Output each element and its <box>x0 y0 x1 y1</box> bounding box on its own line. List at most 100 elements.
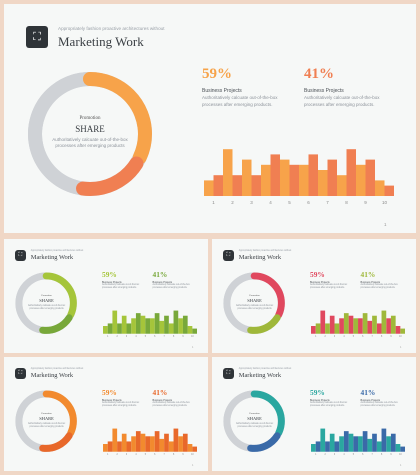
bar-s1-8 <box>376 441 382 453</box>
page-title: Marketing Work <box>238 253 282 261</box>
bar-s2-1 <box>107 441 113 453</box>
stat-1-desc: Authoritatively calcuate out-of-the-box … <box>310 284 348 290</box>
bar-s1-2 <box>320 310 326 335</box>
stat-1-title: Business Projects <box>102 398 122 402</box>
bar-s1-3 <box>121 316 127 335</box>
bar-s2-3 <box>334 323 340 335</box>
page-number: 1 <box>192 464 194 467</box>
bar-s2-10 <box>400 446 406 453</box>
tagline: Appropriately fashion proactive architec… <box>30 249 84 252</box>
x-tick-6: 6 <box>362 336 364 339</box>
x-tick-10: 10 <box>399 336 402 339</box>
bar-s2-5 <box>145 436 151 453</box>
x-tick-2: 2 <box>116 454 118 457</box>
stat-1-value: 59% <box>310 387 325 397</box>
x-tick-4: 4 <box>343 454 345 457</box>
bar-s1-6 <box>358 436 363 453</box>
donut-center-desc: Authoritatively calcuate out-of-the-box … <box>27 422 66 428</box>
stat-2-value: 41% <box>152 387 168 397</box>
bar-s1-10 <box>187 326 193 335</box>
slide-thumb-1[interactable]: ⛶ Appropriately fashion proactive archite… <box>4 239 208 353</box>
bar-s1-6 <box>150 436 155 453</box>
bar-s2-4 <box>135 313 141 335</box>
tagline: Appropriately fashion proactive architec… <box>238 249 292 252</box>
stat-1-value: 59% <box>102 387 117 397</box>
x-tick-9: 9 <box>364 200 367 205</box>
stat-2-value: 41% <box>152 269 168 279</box>
bar-s1-5 <box>140 434 146 453</box>
bar-s2-9 <box>182 316 188 335</box>
page-title: Marketing Work <box>30 371 74 379</box>
bar-s1-5 <box>348 316 354 335</box>
bar-s2-5 <box>145 318 151 335</box>
bar-s2-1 <box>315 323 321 335</box>
slide-thumb-3[interactable]: ⛶ Appropriately fashion proactive archite… <box>4 357 208 471</box>
x-tick-5: 5 <box>144 336 146 339</box>
slide-thumb-2[interactable]: ⛶ Appropriately fashion proactive archite… <box>212 239 416 353</box>
bar-s2-7 <box>372 316 377 335</box>
bar-s2-2 <box>325 441 330 453</box>
x-tick-6: 6 <box>307 200 310 205</box>
x-tick-3: 3 <box>125 454 128 457</box>
x-tick-3: 3 <box>250 200 253 205</box>
bar-s2-9 <box>182 434 188 453</box>
bar-s2-8 <box>381 310 387 335</box>
x-tick-7: 7 <box>371 454 373 457</box>
page-number: 1 <box>400 346 402 349</box>
bar-s1-1 <box>103 444 108 453</box>
x-tick-4: 4 <box>269 200 272 205</box>
logo-icon: ⛶ <box>222 367 234 379</box>
bar-s1-2 <box>112 310 118 335</box>
bar-s1-1 <box>103 326 108 335</box>
x-tick-9: 9 <box>182 336 184 339</box>
bar-s1-7 <box>318 170 328 196</box>
stat-2-desc: Authoritatively calcuate out-of-the-box … <box>360 284 398 290</box>
bar-s2-5 <box>353 436 359 453</box>
stat-2-desc: Authoritatively calcuate out-of-the-box … <box>304 95 380 107</box>
bar-s2-6 <box>362 431 368 453</box>
bar-s1-10 <box>375 180 385 196</box>
stat-2-value: 41% <box>360 269 376 279</box>
x-tick-8: 8 <box>380 454 383 457</box>
x-tick-9: 9 <box>390 336 392 339</box>
x-tick-10: 10 <box>191 336 194 339</box>
x-tick-1: 1 <box>212 200 215 205</box>
stat-1-desc: Authoritatively calcuate out-of-the-box … <box>310 402 348 408</box>
logo-icon: ⛶ <box>14 249 26 261</box>
bar-s1-4 <box>339 318 344 335</box>
donut-chart <box>223 272 286 335</box>
x-tick-3: 3 <box>333 336 336 339</box>
x-tick-1: 1 <box>315 454 317 457</box>
stat-1-desc: Authoritatively calcuate out-of-the-box … <box>102 402 140 408</box>
bar-s1-9 <box>386 318 391 335</box>
donut-segment-primary <box>223 390 286 453</box>
x-tick-5: 5 <box>144 454 146 457</box>
bar-s2-1 <box>107 323 113 335</box>
bar-s1-7 <box>367 439 373 453</box>
x-tick-10: 10 <box>381 200 387 205</box>
x-tick-6: 6 <box>154 336 156 339</box>
bar-s2-3 <box>251 175 261 196</box>
bar-s1-7 <box>159 321 165 335</box>
slide-main[interactable]: ⛶ Appropriately fashion proactive archite… <box>4 4 416 233</box>
stat-1-value: 59% <box>102 269 117 279</box>
bar-s1-9 <box>356 164 366 196</box>
donut-track-segment <box>28 72 152 196</box>
bar-s1-10 <box>395 444 401 453</box>
stat-2-title: Business Projects <box>360 398 381 402</box>
donut-center-label: Promotion <box>249 294 260 298</box>
bar-s2-3 <box>126 323 132 335</box>
bar-s2-7 <box>164 434 169 453</box>
bar-s2-7 <box>372 434 377 453</box>
slide-thumb-4[interactable]: ⛶ Appropriately fashion proactive archite… <box>212 357 416 471</box>
bar-s2-10 <box>192 328 198 335</box>
x-tick-6: 6 <box>154 454 156 457</box>
x-tick-8: 8 <box>380 336 383 339</box>
bar-s2-6 <box>154 313 160 335</box>
donut-segment-secondary <box>223 390 286 453</box>
tagline: Appropriately fashion proactive architec… <box>30 367 84 370</box>
x-tick-7: 7 <box>371 336 373 339</box>
stat-1-title: Business Projects <box>102 280 122 284</box>
bar-s1-3 <box>329 316 335 335</box>
x-tick-7: 7 <box>326 200 329 205</box>
